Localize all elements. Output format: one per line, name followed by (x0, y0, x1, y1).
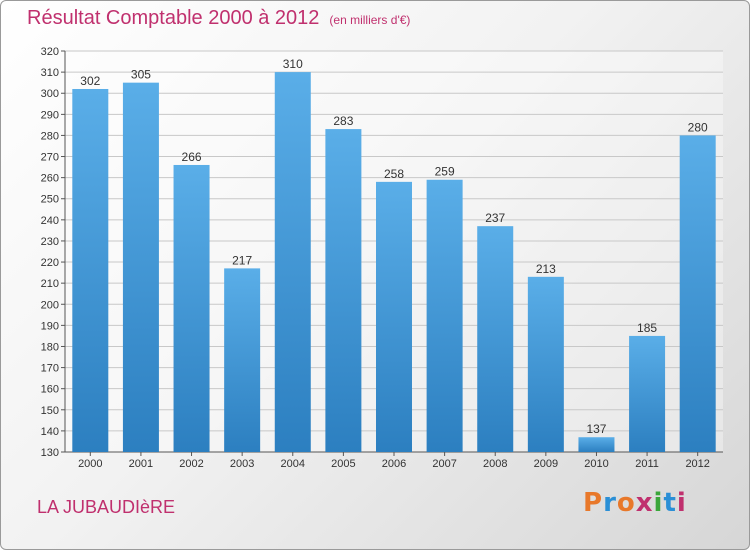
y-tick-label: 160 (41, 384, 59, 396)
logo-letter: P (583, 488, 604, 518)
y-tick-label: 180 (41, 341, 59, 353)
y-tick-label: 140 (41, 426, 59, 438)
bar (325, 129, 362, 452)
bar (426, 179, 463, 452)
chart-title: Résultat Comptable 2000 à 2012 (en millie… (27, 7, 410, 30)
logo-letter: i (676, 488, 687, 518)
logo-letter: i (653, 488, 664, 518)
data-label: 137 (586, 422, 606, 436)
y-tick-label: 250 (41, 194, 59, 206)
y-tick-label: 130 (41, 447, 59, 459)
y-tick-label: 320 (41, 46, 59, 58)
data-label: 310 (283, 57, 303, 71)
y-tick-label: 290 (41, 109, 59, 121)
data-label: 259 (435, 165, 455, 179)
x-tick-label: 2004 (281, 458, 305, 470)
bar (629, 335, 666, 452)
y-tick-label: 170 (41, 363, 59, 375)
x-tick-label: 2001 (129, 458, 153, 470)
data-label: 237 (485, 211, 505, 225)
bar (122, 82, 159, 452)
data-label: 213 (536, 262, 556, 276)
x-tick-label: 2011 (635, 458, 659, 470)
x-tick-label: 2002 (179, 458, 203, 470)
chart-subtitle: (en milliers d'€) (329, 13, 411, 27)
y-tick-label: 260 (41, 173, 59, 185)
bar-chart: 130 140 150 160 170 180 190 200 210 220 230 240 250 2… (41, 46, 723, 470)
bar (578, 437, 615, 452)
bar (477, 226, 514, 452)
y-tick-label: 300 (41, 88, 59, 100)
data-label: 302 (80, 74, 100, 88)
data-label: 280 (688, 120, 708, 134)
x-tick-label: 2012 (685, 458, 709, 470)
y-tick-label: 270 (41, 152, 59, 164)
logo-letter: x (635, 488, 654, 518)
y-tick-label: 210 (41, 278, 59, 290)
bar (527, 276, 564, 452)
y-tick-label: 230 (41, 236, 59, 248)
bar (173, 164, 210, 452)
data-label: 266 (182, 150, 202, 164)
y-tick-label: 150 (41, 405, 59, 417)
x-tick-label: 2006 (382, 458, 406, 470)
x-tick-label: 2009 (534, 458, 558, 470)
bar (72, 88, 109, 452)
y-tick-label: 310 (41, 67, 59, 79)
x-tick-label: 2005 (331, 458, 355, 470)
data-label: 305 (131, 68, 151, 82)
data-label: 185 (637, 321, 657, 335)
data-label: 283 (333, 114, 353, 128)
x-tick-label: 2010 (584, 458, 608, 470)
bar (376, 181, 412, 452)
data-label: 217 (232, 253, 252, 267)
x-tick-label: 2003 (230, 458, 254, 470)
y-tick-label: 200 (41, 299, 59, 311)
y-tick-label: 190 (41, 320, 59, 332)
logo-letter: r (603, 488, 617, 518)
y-tick-label: 280 (41, 130, 59, 142)
bar (224, 268, 261, 452)
x-tick-label: 2007 (432, 458, 456, 470)
x-tick-label: 2000 (78, 458, 102, 470)
bar (679, 135, 716, 452)
logo-letter: t (663, 488, 677, 518)
data-label: 258 (384, 167, 404, 181)
y-tick-label: 240 (41, 215, 59, 227)
y-tick-label: 220 (41, 257, 59, 269)
commune-name: LA JUBAUDIèRE (37, 497, 176, 517)
x-tick-label: 2008 (483, 458, 507, 470)
title-text: Résultat Comptable 2000 à 2012 (27, 7, 320, 29)
bar (274, 72, 311, 453)
proxiti-logo[interactable]: Proxiti (583, 488, 687, 518)
logo-letter: o (616, 488, 636, 518)
